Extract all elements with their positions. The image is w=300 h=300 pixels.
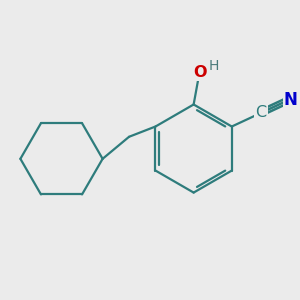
Text: H: H — [209, 59, 219, 73]
Text: C: C — [256, 105, 267, 120]
Text: O: O — [193, 65, 206, 80]
Text: N: N — [284, 91, 298, 109]
